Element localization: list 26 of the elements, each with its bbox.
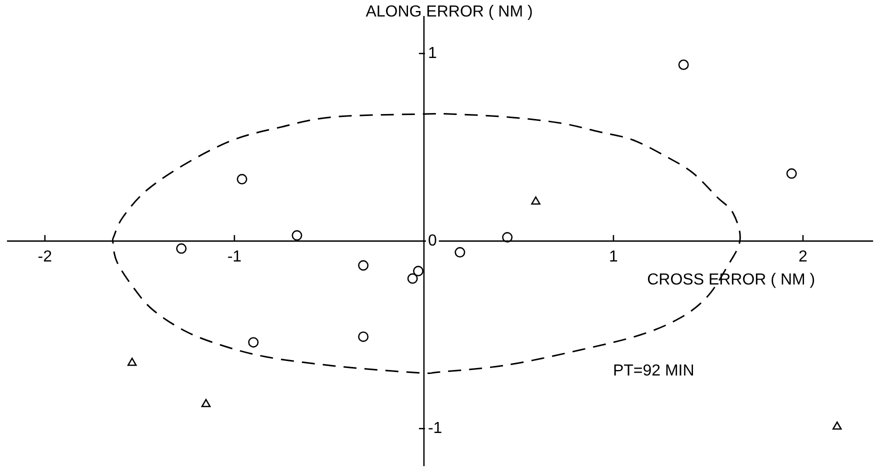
point	[176, 243, 187, 254]
point	[678, 60, 689, 70]
point	[407, 273, 418, 284]
y-tick-label: 1	[428, 44, 437, 62]
point	[832, 421, 842, 430]
point	[292, 230, 302, 241]
point	[201, 398, 211, 408]
point	[236, 174, 248, 184]
x-tick-label: 2	[798, 248, 808, 266]
point	[358, 331, 369, 342]
point	[454, 247, 466, 258]
annotation: PT=92 MIN	[612, 362, 694, 380]
point	[127, 358, 137, 366]
point	[531, 196, 540, 205]
x-tick-label: 1	[609, 248, 618, 266]
y-tick-label: -1	[428, 420, 442, 437]
point	[248, 337, 259, 348]
point	[413, 266, 424, 276]
y-tick-label: 0	[428, 232, 437, 250]
x-tick-label: -2	[38, 248, 52, 266]
point	[786, 168, 797, 179]
x-tick-label: -1	[227, 248, 242, 266]
x-axis-title: CROSS ERROR ( NM )	[647, 271, 816, 288]
point	[358, 260, 369, 271]
point	[502, 232, 513, 243]
y-axis-title: ALONG ERROR ( NM )	[366, 3, 533, 20]
